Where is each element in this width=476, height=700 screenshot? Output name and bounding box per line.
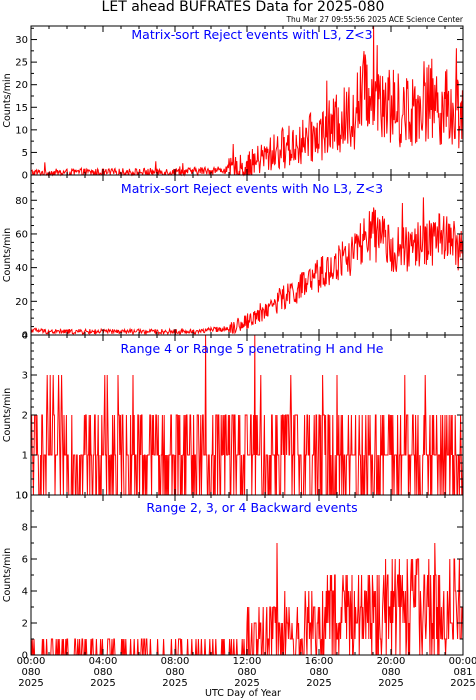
y-tick-label: 80 <box>15 196 28 207</box>
y-axis-label: Counts/min <box>2 73 13 127</box>
x-tick-label: 2025 <box>306 678 331 689</box>
x-tick-label: 12:00 <box>233 656 262 667</box>
panel-2: Matrix-sort Reject events with No L3, Z<… <box>2 174 464 342</box>
y-tick-label: 30 <box>15 35 28 46</box>
x-tick-label: 16:00 <box>305 656 334 667</box>
panel-1: Matrix-sort Reject events with L3, Z<3 0 5… <box>2 25 464 182</box>
x-tick-label: 04:00 <box>89 656 118 667</box>
y-axis-label: Counts/min <box>2 388 13 442</box>
y-tick-label: 5 <box>22 148 28 159</box>
x-tick-label: 00:00 <box>17 656 46 667</box>
y-tick-label: 0 <box>22 491 28 502</box>
y-tick-label: 6 <box>22 555 28 566</box>
x-tick-label: 00:00 <box>449 656 476 667</box>
panels-group: Matrix-sort Reject events with L3, Z<3 0 5… <box>2 25 476 690</box>
series-line <box>30 25 464 177</box>
x-tick-label: 08:00 <box>161 656 190 667</box>
y-tick-label: 20 <box>15 297 28 308</box>
x-tick-label: 080 <box>237 667 256 678</box>
y-tick-label: 40 <box>15 263 28 274</box>
x-tick-label: 081 <box>453 667 472 678</box>
y-tick-label: 3 <box>22 371 28 382</box>
y-tick-label: 10 <box>15 125 28 136</box>
x-tick-label: 080 <box>309 667 328 678</box>
y-axis-label: Counts/min <box>2 228 13 282</box>
generation-timestamp: Thu Mar 27 09:55:56 2025 ACE Science Cen… <box>285 15 463 24</box>
x-tick-label: 2025 <box>450 678 475 689</box>
x-tick-label: 080 <box>93 667 112 678</box>
y-tick-label: 2 <box>22 619 28 630</box>
y-tick-label: 60 <box>15 229 28 240</box>
x-tick-label: 20:00 <box>377 656 406 667</box>
y-tick-label: 1 <box>22 451 28 462</box>
panel-title: Matrix-sort Reject events with No L3, Z<… <box>121 181 383 196</box>
panel-3: Range 4 or Range 5 penetrating H and He 0… <box>2 331 464 502</box>
x-tick-label: 080 <box>381 667 400 678</box>
y-axis-label: Counts/min <box>2 548 13 602</box>
x-tick-label: 2025 <box>162 678 187 689</box>
x-tick-label: 080 <box>165 667 184 678</box>
y-tick-label: 25 <box>15 58 28 69</box>
y-tick-label: 2 <box>22 411 28 422</box>
y-tick-label: 15 <box>15 103 28 114</box>
x-tick-label: 2025 <box>378 678 403 689</box>
series-line <box>30 197 464 336</box>
x-axis-label: UTC Day of Year <box>205 688 281 699</box>
series-line <box>31 334 464 496</box>
panel-title: Range 4 or Range 5 penetrating H and He <box>121 341 384 356</box>
y-tick-label: 0 <box>22 651 28 662</box>
panel-frame <box>30 174 464 336</box>
y-tick-label: 4 <box>22 331 28 342</box>
y-tick-label: 8 <box>22 523 28 534</box>
y-tick-label: 20 <box>15 80 28 91</box>
x-tick-label: 2025 <box>18 678 43 689</box>
x-tick-label: 2025 <box>234 678 259 689</box>
x-tick-label: 080 <box>21 667 40 678</box>
y-tick-label: 4 <box>22 587 28 598</box>
panel-title: Matrix-sort Reject events with L3, Z<3 <box>131 27 372 42</box>
y-tick-label: 10 <box>15 491 28 502</box>
y-tick-label: 0 <box>22 171 28 182</box>
chart-title: LET ahead BUFRATES Data for 2025-080 <box>102 0 385 15</box>
series-line <box>30 542 464 656</box>
panel-title: Range 2, 3, or 4 Backward events <box>146 500 357 515</box>
x-tick-label: 2025 <box>90 678 115 689</box>
panel-4: Range 2, 3, or 4 Backward events 0 2 4 6 8 10 C… <box>2 491 476 690</box>
y-tick-label: 0 <box>22 331 28 342</box>
